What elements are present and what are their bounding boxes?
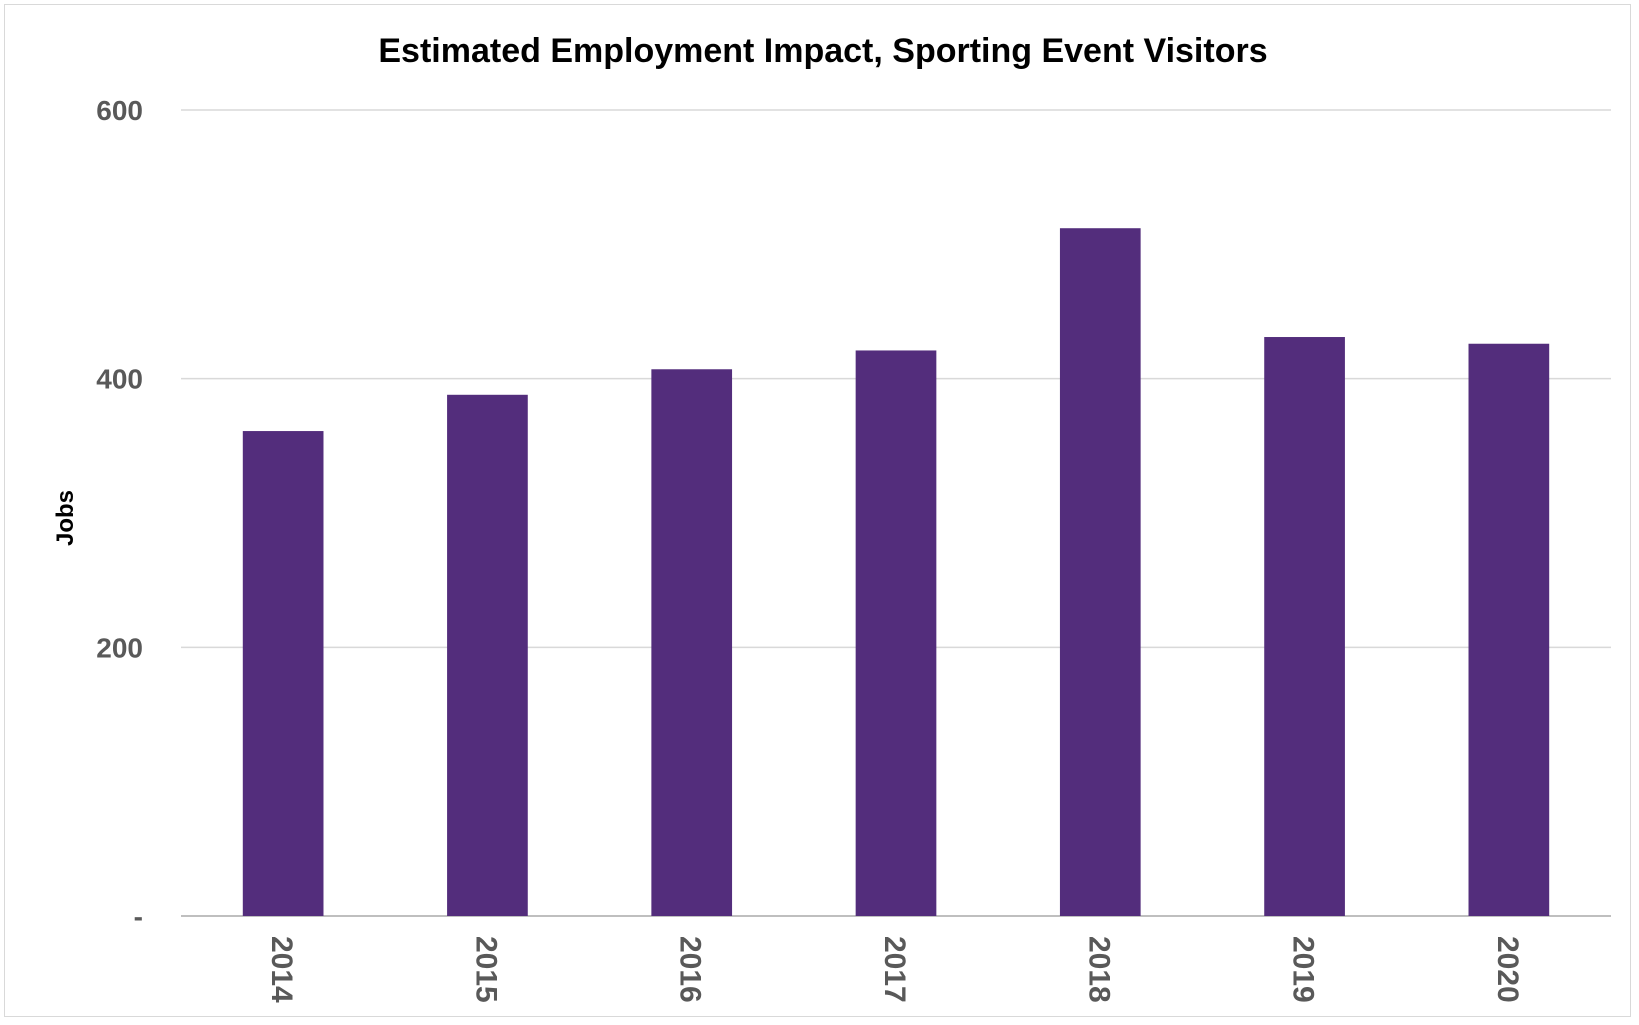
x-tick-label: 2018 [1082, 936, 1115, 1003]
bar-2016 [651, 369, 733, 917]
chart-title: Estimated Employment Impact, Sporting Ev… [378, 32, 1267, 70]
y-axis-label: Jobs [52, 490, 79, 546]
x-tick-label: 2020 [1491, 936, 1524, 1003]
y-tick-label: - [134, 901, 143, 932]
y-tick-label: 600 [96, 95, 143, 126]
x-tick-label: 2016 [674, 936, 707, 1003]
bar-2019 [1264, 337, 1345, 917]
x-tick-label: 2014 [265, 936, 298, 1003]
x-tick-label: 2017 [878, 936, 911, 1003]
bars [242, 228, 1550, 917]
x-tick-label: 2019 [1287, 936, 1320, 1003]
y-tick-labels: - 200 400 600 [96, 95, 143, 932]
y-tick-label: 400 [96, 364, 143, 395]
bar-2015 [447, 394, 528, 917]
bar-2018 [1059, 228, 1141, 917]
y-tick-label: 200 [96, 632, 143, 663]
bar-2014 [242, 431, 324, 916]
x-tick-label: 2015 [469, 936, 502, 1003]
bar-2017 [855, 350, 937, 916]
bar-2020 [1468, 343, 1550, 916]
x-tick-labels: 2014 2015 2016 2017 2018 2019 2020 [265, 936, 1524, 1003]
